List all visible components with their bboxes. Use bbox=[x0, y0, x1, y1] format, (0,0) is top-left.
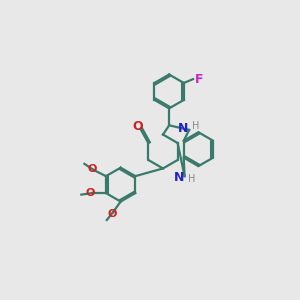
Text: F: F bbox=[195, 73, 204, 85]
Text: O: O bbox=[132, 120, 143, 133]
Text: H: H bbox=[188, 174, 195, 184]
Text: O: O bbox=[86, 188, 95, 198]
Text: O: O bbox=[107, 209, 117, 219]
Text: N: N bbox=[178, 122, 188, 135]
Text: N: N bbox=[173, 171, 184, 184]
Text: O: O bbox=[87, 164, 97, 174]
Text: H: H bbox=[192, 121, 200, 131]
